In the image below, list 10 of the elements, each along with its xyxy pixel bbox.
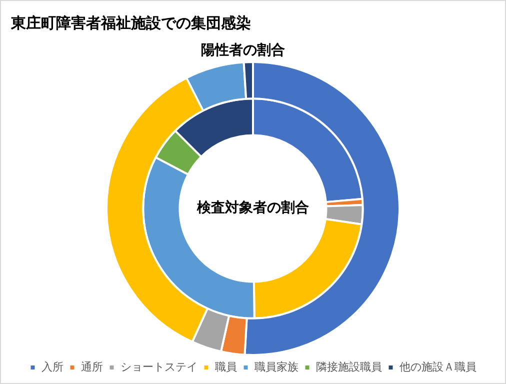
slice-label: 検査対象者の割合 [196, 199, 309, 216]
legend-label: ショートステイ [120, 360, 198, 374]
chart-title: 東庄町障害者福祉施設での集団感染 [10, 14, 251, 32]
legend-label: 通所 [80, 360, 103, 374]
legend-label: 入所 [41, 360, 64, 374]
legend-label: 他の施設Ａ職員 [399, 360, 476, 374]
slice-label: 陽性者の割合 [201, 42, 285, 59]
legend-label: 職員 [214, 360, 237, 374]
legend-label: 職員家族 [254, 360, 298, 374]
legend-label: 隣接施設職員 [316, 360, 382, 374]
